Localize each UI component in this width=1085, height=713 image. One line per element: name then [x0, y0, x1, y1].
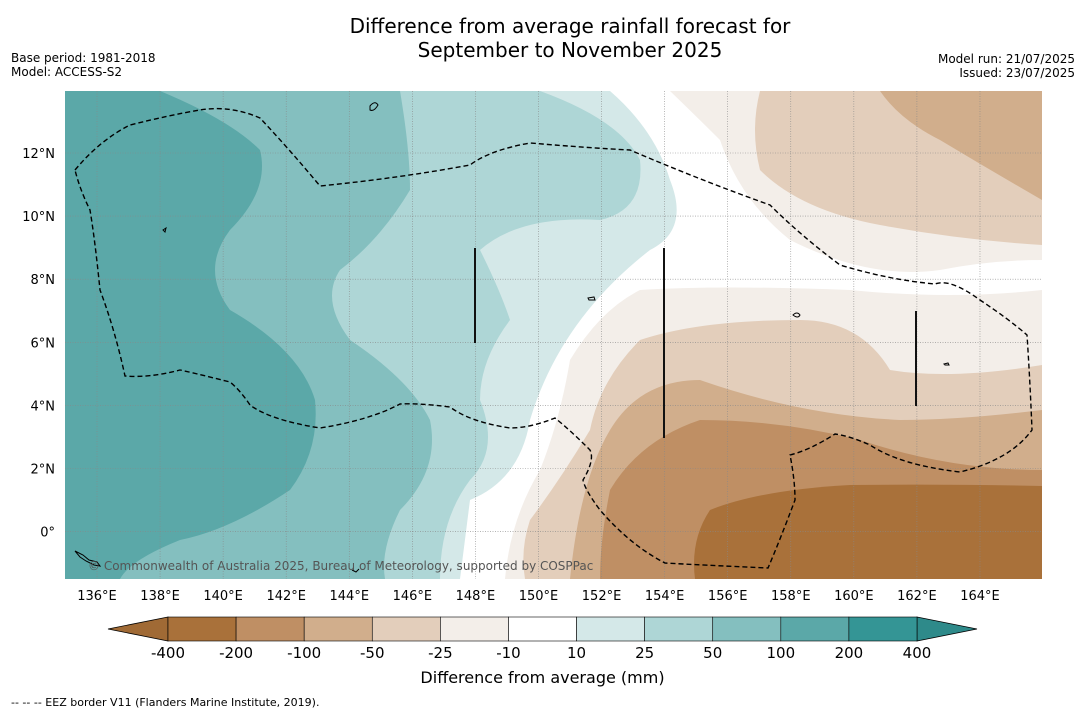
longitude-label: 158°E — [771, 589, 811, 604]
colorbar-segment — [576, 616, 645, 642]
island-guam — [369, 102, 379, 111]
colorbar-segment — [440, 616, 509, 642]
colorbar-tick-label: -10 — [496, 644, 521, 662]
colorbar-segment — [371, 616, 441, 642]
colorbar-tick-label: -50 — [360, 644, 385, 662]
island-small-a — [162, 226, 167, 233]
island-small-d — [943, 362, 950, 366]
colorbar-title: Difference from average (mm) — [420, 668, 665, 687]
colorbar — [107, 616, 978, 642]
colorbar-segment — [167, 616, 237, 642]
island-small-b — [587, 296, 596, 301]
longitude-label: 140°E — [203, 589, 243, 604]
copyright-text: © Commonwealth of Australia 2025, Bureau… — [88, 559, 593, 573]
colorbar-segment — [303, 616, 373, 642]
anomaly-band-minus50-minus100 — [880, 91, 1042, 200]
longitude-label: 150°E — [519, 589, 559, 604]
latitude-label: 2°N — [31, 463, 56, 478]
islands — [74, 102, 950, 573]
colorbar-under-arrow — [107, 616, 169, 642]
longitude-label: 148°E — [456, 589, 496, 604]
latitude-label: 6°N — [31, 336, 56, 351]
colorbar-over-arrow — [916, 616, 978, 642]
colorbar-tick-label: -200 — [219, 644, 253, 662]
colorbar-tick-label: 50 — [703, 644, 722, 662]
colorbar-segment — [848, 616, 918, 642]
base-period: Base period: 1981-2018 — [11, 51, 156, 65]
longitude-label: 162°E — [897, 589, 937, 604]
colorbar-tick-label: 100 — [766, 644, 795, 662]
colorbar-tick-label: -25 — [428, 644, 453, 662]
latitude-label: 8°N — [31, 273, 56, 288]
colorbar-tick-label: 400 — [903, 644, 932, 662]
latitude-labels: 12°N 10°N 8°N 6°N 4°N 2°N 0° — [22, 147, 55, 541]
colorbar-segment — [780, 616, 850, 642]
model-run: Model run: 21/07/2025 — [937, 52, 1075, 66]
colorbar-segment — [508, 616, 577, 642]
colorbar-segment — [644, 616, 714, 642]
island-small-f — [351, 568, 360, 573]
colorbar-tick-label: -400 — [151, 644, 185, 662]
colorbar-segment — [235, 616, 305, 642]
island-small-c — [792, 312, 801, 318]
longitude-label: 152°E — [582, 589, 622, 604]
longitude-label: 142°E — [266, 589, 306, 604]
latitude-label: 4°N — [31, 399, 56, 414]
longitude-label: 154°E — [645, 589, 685, 604]
model-name: Model: ACCESS-S2 — [11, 65, 123, 79]
latitude-label: 10°N — [22, 210, 55, 225]
eez-border — [74, 107, 1033, 569]
graticule — [65, 91, 1042, 579]
title-line-1: Difference from average rainfall forecas… — [349, 14, 791, 38]
colorbar-tick-label: -100 — [287, 644, 321, 662]
longitude-label: 138°E — [140, 589, 180, 604]
rainfall-anomaly-field — [65, 91, 1042, 579]
colorbar-tick-label: 25 — [635, 644, 654, 662]
colorbar-ticks: -400 -200 -100 -50 -25 -10 10 25 50 100 200 400 — [151, 644, 931, 662]
colorbar-tick-label: 200 — [835, 644, 864, 662]
longitude-label: 160°E — [834, 589, 874, 604]
meta-right: Model run: 21/07/2025 Issued: 23/07/2025 — [938, 52, 1075, 80]
latitude-label: 12°N — [22, 147, 55, 162]
meta-left: Base period: 1981-2018 Model: ACCESS-S2 — [11, 51, 156, 79]
longitude-labels: 136°E 138°E 140°E 142°E 144°E 146°E 148°E 150°E… — [77, 589, 1000, 604]
title-line-2: September to November 2025 — [417, 38, 723, 62]
island-small-e — [74, 550, 102, 567]
map-title: Difference from average rainfall forecas… — [0, 14, 1085, 62]
boundary-segments — [474, 248, 917, 438]
colorbar-tick-label: 10 — [567, 644, 586, 662]
longitude-label: 164°E — [960, 589, 1000, 604]
eez-legend: -- -- -- EEZ border V11 (Flanders Marine… — [11, 696, 320, 709]
longitude-label: 144°E — [330, 589, 370, 604]
longitude-label: 156°E — [708, 589, 748, 604]
colorbar-segment — [712, 616, 782, 642]
longitude-label: 136°E — [77, 589, 117, 604]
anomaly-band-100-200 — [65, 91, 316, 579]
issued-date: Issued: 23/07/2025 — [959, 66, 1075, 80]
longitude-label: 146°E — [393, 589, 433, 604]
latitude-label: 0° — [40, 526, 55, 541]
